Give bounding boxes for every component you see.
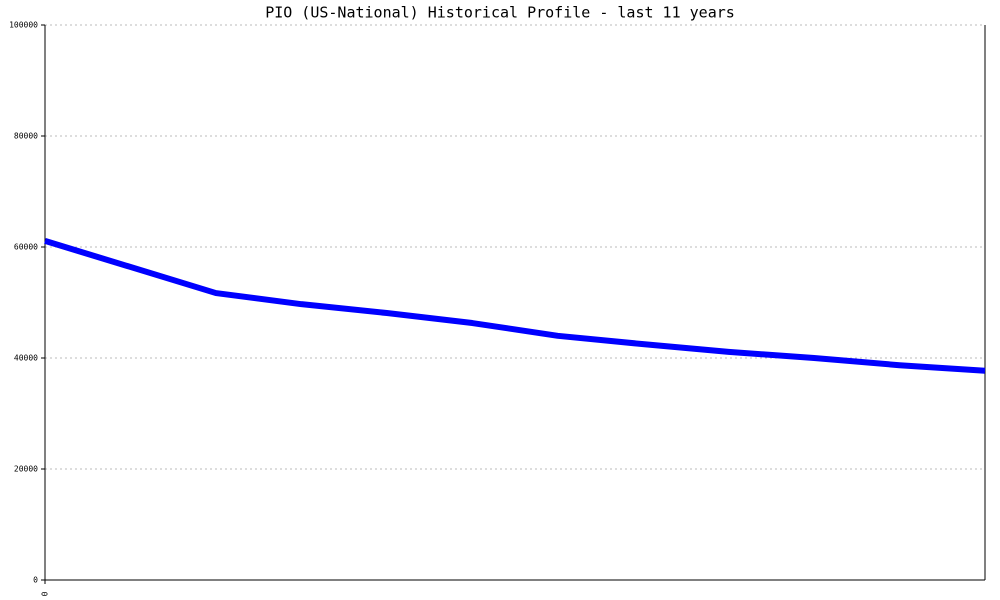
y-tick-label: 20000: [14, 465, 38, 474]
y-tick-label: 100000: [9, 21, 38, 30]
chart-title: PIO (US-National) Historical Profile - l…: [265, 4, 735, 22]
x-tick-label: 0: [41, 591, 50, 596]
y-tick-label: 0: [33, 576, 38, 585]
data-line: [44, 238, 986, 374]
y-tick-label: 60000: [14, 243, 38, 252]
y-tick-label: 40000: [14, 354, 38, 363]
y-tick-label: 80000: [14, 132, 38, 141]
